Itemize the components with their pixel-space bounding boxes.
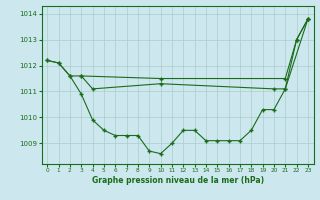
X-axis label: Graphe pression niveau de la mer (hPa): Graphe pression niveau de la mer (hPa) <box>92 176 264 185</box>
